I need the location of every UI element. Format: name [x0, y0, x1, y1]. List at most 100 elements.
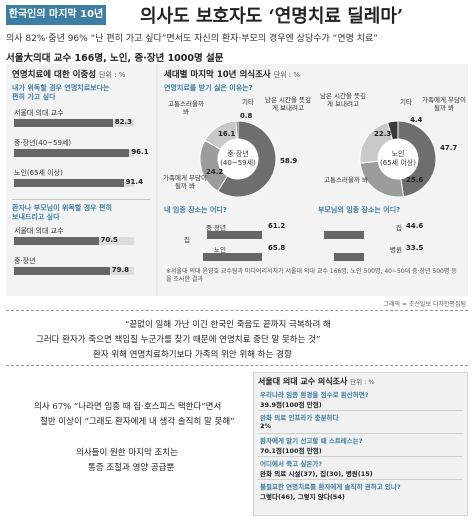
- donut1-value-other: 0.8: [240, 112, 253, 120]
- place2-label-0: 집: [396, 224, 402, 232]
- quote-line-2: 그러다 환자가 죽으면 책임질 누군가를 찾기 때문에 연명치료 중단 말 못하…: [36, 335, 321, 345]
- self-track-2: [14, 179, 134, 187]
- self-bar-2: [14, 179, 124, 187]
- donut-center-middle-age-line-1: 중·장년: [227, 150, 249, 158]
- donut2-value-pain: 22.3: [374, 130, 392, 138]
- self-label-0: 서울대 의대 교수: [14, 109, 64, 117]
- self-value-0: 82.3: [114, 118, 133, 126]
- body-line-2: 절반 이상이 “그래도 환자에게 내 생각 솔직히 말 못해”: [40, 417, 235, 427]
- place2-value-1: 33.5: [406, 244, 424, 252]
- place2-bar-1: [333, 253, 364, 261]
- self-value-1: 96.1: [131, 148, 149, 156]
- donut-center-middle-age: 중·장년 (40~59세): [218, 150, 258, 168]
- donut2-hole: [378, 139, 418, 179]
- body-line-1: 의사 67% “나라면 임종 때 집·호스피스 택한다”면서: [34, 402, 222, 412]
- place1-bar-0: [206, 231, 262, 239]
- professor-divider-3: [258, 479, 463, 480]
- quote-line-1: “끝없이 일해 가난 이긴 한국인 죽음도 끝까지 극복하려 해: [125, 320, 331, 330]
- place1-value-1: 65.8: [268, 244, 286, 252]
- donut2-label-other: 기타: [400, 98, 412, 106]
- donut1-label-time: 남은 시간을 뜻깊게 보내려고: [265, 96, 311, 112]
- donut1-label-other: 기타: [242, 98, 254, 106]
- body-line-3: 의사들이 원한 마지막 조치는: [76, 448, 178, 458]
- donut1-label-pain: 고통스러울까 봐: [168, 100, 204, 116]
- sub-headline: 의사 82%·중년 96% “난 편히 가고 싶다”면서도 자신의 환자·부모의…: [6, 34, 378, 44]
- professor-survey-heading: 서울대 의대 교수 의식조사 단위 : %: [258, 376, 375, 387]
- duality-chart-box: 연명치료에 대한 이중성 단위 : % 내가 위독할 경우 연명치료보다는 편히…: [6, 64, 156, 296]
- donut-center-elderly-line-1: 노인: [391, 150, 405, 158]
- infographic-panel: 연명치료에 대한 이중성 단위 : % 내가 위독할 경우 연명치료보다는 편히…: [6, 64, 468, 296]
- survey-footnote: ※서울대 의대 윤영호 교수팀과 미디어리서치가 서울대 의대 교수 166명,…: [166, 268, 457, 283]
- duality-heading: 연명치료에 대한 이중성 단위 : %: [12, 68, 125, 80]
- headline: 의사도 보호자도 ‘연명치료 딜레마’: [140, 6, 404, 27]
- dashed-separator-top: [6, 310, 468, 311]
- donut2-label-time: 남은 시간을 뜻깊게 보내려고: [320, 92, 366, 108]
- generation-unit: 단위 : %: [273, 71, 301, 79]
- generation-survey-box: 세대별 마지막 10년 의식조사 단위 : % 연명치료를 받기 싫은 이유는?…: [158, 64, 468, 296]
- professor-answer-4: 그렇다(46), 그렇지 않다(54): [260, 493, 345, 501]
- donut1-value-time: 58.9: [280, 157, 298, 165]
- place1-bar-1: [202, 253, 262, 261]
- donut2-label-pain: 고통스러울까 봐: [324, 176, 368, 184]
- place1-label-1: 노인: [214, 246, 226, 254]
- donut2-value-time: 25.6: [406, 176, 424, 184]
- professor-question-1: 완화 의료 인프라가 충분하다: [260, 414, 339, 422]
- self-value-2: 91.4: [125, 178, 143, 186]
- quote-line-3: 환자 위해 연명치료하기보다 가족의 위안 위해 하는 경향: [93, 350, 292, 360]
- donut-center-middle-age-line-2: (40~59세): [220, 159, 256, 167]
- generation-heading-text: 세대별 마지막 10년 의식조사: [164, 70, 271, 80]
- question-parents-line-2: 보내드리고 싶다: [12, 213, 60, 221]
- donut1-value-family: 24.2: [206, 168, 224, 176]
- question-self-line-1: 내가 위독할 경우 연명치료보다는: [12, 84, 110, 92]
- place2-value-0: 44.6: [406, 222, 424, 230]
- professor-answer-3: 완화 의료 시설(37), 집(30), 병원(15): [260, 470, 373, 478]
- donut1-value-pain: 16.1: [218, 130, 236, 138]
- question-reason: 연명치료를 받기 싫은 이유는?: [164, 84, 253, 92]
- professor-answer-2: 70.1점(100점 만점): [260, 447, 322, 455]
- parents-track-1: [14, 267, 134, 275]
- duality-heading-text: 연명치료에 대한 이중성: [12, 70, 97, 80]
- question-own-place: 내 임종 장소는 어디?: [164, 206, 227, 214]
- donut2-value-other: 4.4: [410, 116, 423, 124]
- professor-divider-2: [258, 456, 463, 457]
- professor-question-0: 우리나라 임종 환경을 점수로 환산하면?: [260, 391, 369, 399]
- professor-question-3: 어디에서 죽고 싶은가?: [260, 460, 323, 468]
- professor-survey-box: 서울대 의대 교수 의식조사 단위 : % 우리나라 임종 환경을 점수로 환산…: [253, 372, 468, 516]
- self-label-2: 노인(65세 이상): [14, 169, 63, 177]
- donut-chart-elderly: [359, 120, 437, 198]
- donut2-label-family: 가족에게 부담이 될까 봐: [422, 96, 466, 112]
- question-self-line-2: 편히 가고 싶다: [12, 93, 56, 101]
- duality-unit: 단위 : %: [99, 71, 126, 79]
- parents-track-0: [14, 237, 134, 245]
- parents-bar-1: [14, 267, 110, 275]
- generation-heading: 세대별 마지막 10년 의식조사 단위 : %: [164, 68, 300, 80]
- dashed-separator-bottom: [6, 365, 468, 366]
- place2-bar-0: [323, 231, 364, 239]
- self-track-1: [14, 149, 134, 157]
- professor-survey-heading-text: 서울대 의대 교수 의식조사: [258, 377, 348, 386]
- professor-answer-1: 2%: [260, 422, 272, 430]
- body-line-4: 통증 조절과 영양 공급뿐: [88, 463, 175, 473]
- professor-question-2: 환자에게 말기 선고할 때 스트레스는?: [260, 437, 363, 445]
- self-bar-1: [14, 149, 130, 157]
- donut-center-elderly: 노인 (65세 이상): [378, 150, 418, 168]
- self-bar-0: [14, 119, 113, 127]
- parents-value-0: 70.5: [100, 236, 118, 244]
- self-track-0: [14, 119, 134, 127]
- question-parent-place: 부모님의 임종 장소는 어디?: [318, 206, 401, 214]
- graphic-credit: 그래픽 = 조선일보 디자인편집팀: [383, 301, 466, 308]
- donut1-hole: [218, 139, 258, 179]
- place1-label-0: 중·장년: [205, 224, 226, 232]
- question-parents: 환자나 부모님이 위독할 경우 편히 보내드리고 싶다: [12, 204, 112, 222]
- professor-survey-unit: 단위 : %: [350, 378, 375, 386]
- donut1-slice-3: [235, 120, 239, 140]
- donut1-label-family: 가족에게 부담이 될까 봐: [163, 174, 207, 190]
- professor-divider-0: [258, 410, 463, 411]
- parents-value-1: 79.8: [111, 266, 130, 274]
- parents-label-1: 중·장년: [14, 257, 36, 265]
- parents-label-0: 서울대 의대 교수: [14, 227, 64, 235]
- survey-info: 서울大의대 교수 166명, 노인, 중·장년 1000명 설문: [6, 53, 224, 64]
- professor-answer-0: 39.9점(100점 만점): [260, 401, 322, 409]
- professor-divider-1: [258, 433, 463, 434]
